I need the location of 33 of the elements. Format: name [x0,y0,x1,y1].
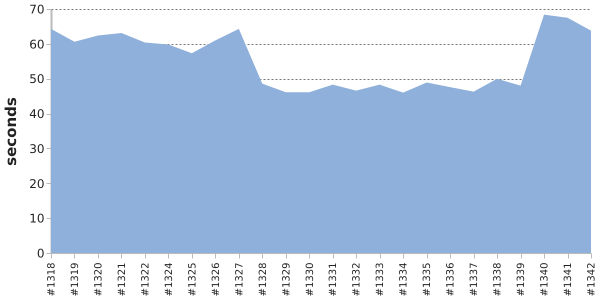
x-tick-label: #1337 [469,262,480,296]
x-tick-label: #1341 [563,262,574,296]
x-tick-label: #1320 [93,262,104,296]
x-tick-label: #1325 [187,262,198,296]
x-tick-label: #1324 [164,262,175,296]
y-tick-label: 50 [29,72,44,86]
x-tick-label: #1327 [234,262,246,296]
x-tick-label: #1321 [116,262,128,296]
x-tick-label: #1329 [281,262,292,296]
y-tick-label: 0 [36,246,44,260]
y-tick-label: 20 [29,176,44,191]
x-tick-label: #1319 [70,262,81,296]
x-tick-label: #1318 [46,262,58,296]
y-axis-title: seconds [2,97,20,166]
y-tick-label: 40 [29,107,44,122]
x-tick-label: #1326 [210,262,222,296]
y-tick-label: 60 [29,37,44,52]
y-tick-label: 30 [29,142,44,156]
x-tick-label: #1336 [446,262,457,296]
x-tick-label: #1334 [398,262,410,296]
x-tick-label: #1331 [328,262,340,296]
x-tick-label: #1342 [586,262,598,296]
x-tick-label: #1332 [352,262,363,296]
x-tick-label: #1333 [375,262,386,296]
x-tick-label: #1340 [540,262,551,296]
y-tick-label: 10 [29,212,44,226]
x-tick-label: #1328 [258,262,269,296]
x-tick-label: #1335 [422,262,434,296]
y-tick-label: 70 [29,2,44,16]
x-tick-label: #1339 [516,262,528,296]
x-tick-label: #1330 [304,262,316,296]
x-tick-label: #1322 [140,262,152,296]
x-tick-label: #1338 [492,262,504,296]
